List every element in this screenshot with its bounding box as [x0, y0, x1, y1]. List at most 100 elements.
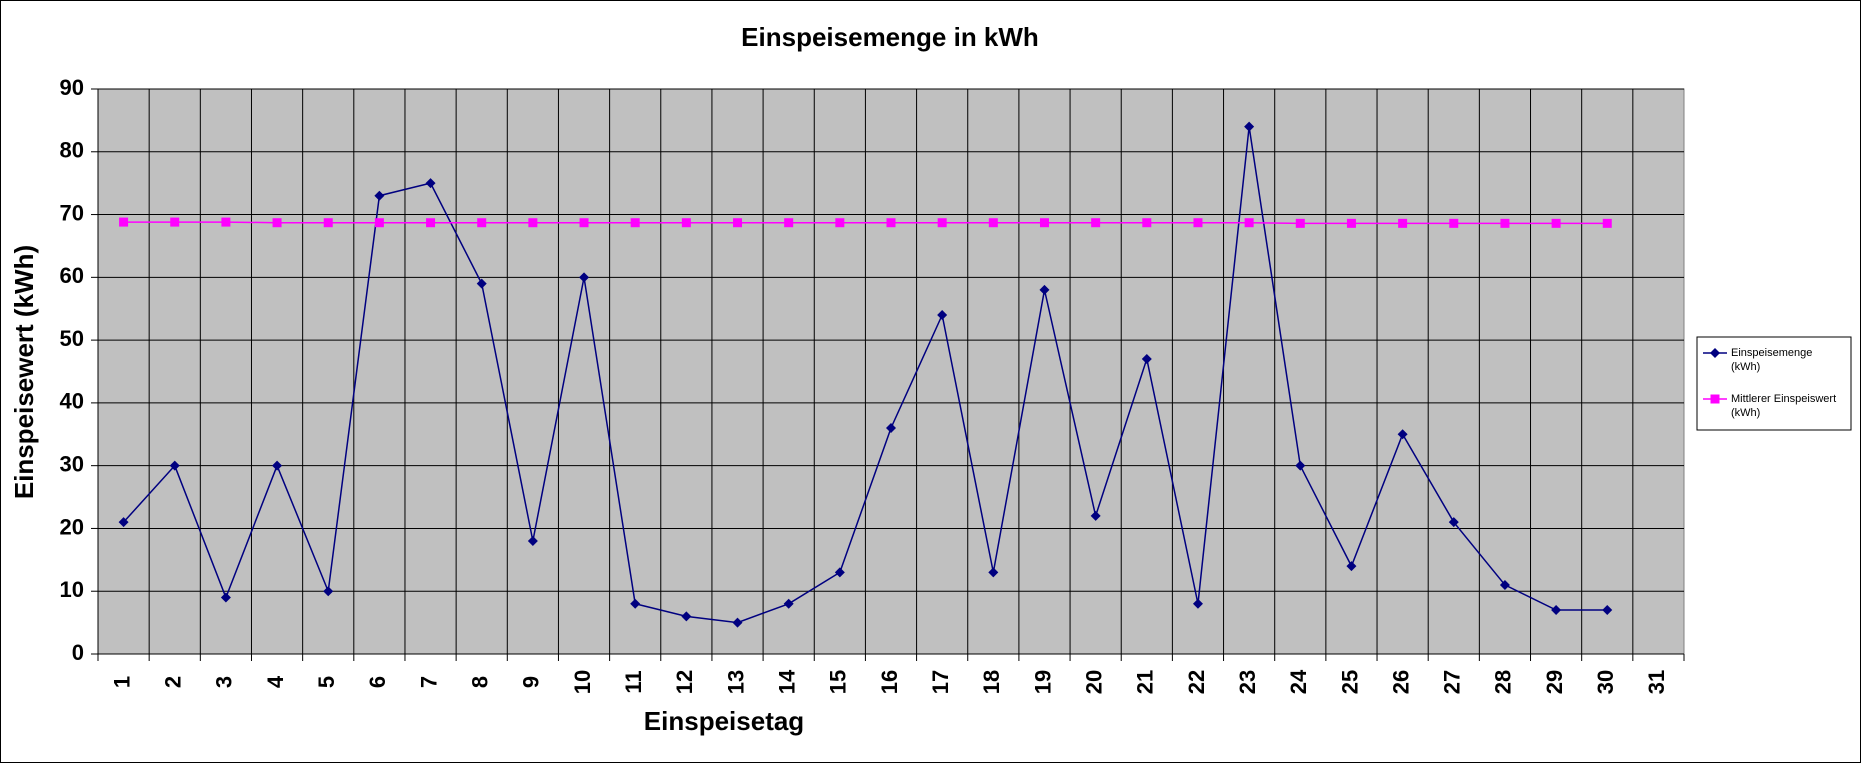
data-point — [937, 310, 948, 320]
x-tick-label: 26 — [1388, 670, 1413, 694]
x-axis-label: Einspeisetag — [644, 706, 804, 736]
x-tick-label: 6 — [365, 676, 390, 688]
data-point — [783, 598, 794, 609]
data-point — [323, 218, 333, 228]
x-tick-label: 28 — [1491, 670, 1516, 694]
x-tick-label: 16 — [877, 670, 902, 694]
data-point — [1091, 218, 1101, 228]
data-point — [169, 460, 180, 471]
data-point — [1244, 218, 1254, 228]
data-point — [784, 218, 794, 228]
y-tick-label: 0 — [72, 640, 84, 665]
data-point — [835, 218, 845, 228]
x-tick-label: 17 — [928, 670, 953, 694]
legend-label: Einspeisemenge (kWh) — [1731, 347, 1815, 373]
x-tick-label: 11 — [621, 670, 646, 693]
data-point — [1346, 218, 1356, 228]
x-tick-label: 15 — [826, 670, 851, 694]
data-point — [425, 178, 436, 189]
data-point — [1551, 605, 1562, 616]
legend-label: Mittlerer Einspeiswert (kWh) — [1731, 393, 1839, 419]
data-point — [272, 218, 282, 228]
x-tick-label: 8 — [468, 676, 493, 688]
x-tick-label: 21 — [1133, 670, 1158, 694]
plot-area — [97, 88, 1685, 655]
data-point — [1039, 218, 1049, 228]
data-point — [937, 218, 947, 228]
data-point — [221, 217, 231, 227]
x-tick-label: 12 — [672, 670, 697, 694]
data-point — [1710, 348, 1720, 358]
x-tick-label: 10 — [570, 670, 595, 694]
chart-title: Einspeisemenge in kWh — [741, 22, 1039, 52]
x-tick-label: 9 — [519, 676, 544, 688]
data-point — [579, 218, 589, 228]
data-point — [1142, 218, 1152, 228]
x-tick-label: 2 — [161, 676, 186, 688]
data-point — [272, 460, 283, 471]
x-tick-label: 3 — [212, 676, 237, 688]
x-tick-label: 4 — [263, 675, 288, 688]
data-point — [1039, 284, 1050, 295]
y-tick-label: 70 — [60, 200, 84, 225]
data-point — [733, 218, 743, 228]
x-tick-label: 30 — [1593, 670, 1618, 694]
x-tick-label: 25 — [1337, 670, 1362, 694]
y-tick-label: 40 — [60, 389, 84, 414]
data-point — [1398, 218, 1408, 228]
x-tick-label: 13 — [723, 670, 748, 694]
data-point — [1551, 218, 1561, 228]
data-point — [426, 218, 436, 228]
data-point — [118, 517, 129, 528]
data-point — [988, 218, 998, 228]
data-point — [1090, 510, 1101, 521]
data-point — [1602, 605, 1613, 616]
data-point — [681, 218, 691, 228]
data-point — [630, 218, 640, 228]
x-tick-label: 23 — [1235, 670, 1260, 694]
data-point — [732, 617, 743, 628]
data-point — [681, 611, 692, 622]
x-tick-label: 24 — [1286, 669, 1311, 694]
data-point — [374, 218, 384, 228]
data-point — [1397, 429, 1408, 440]
data-point — [1499, 579, 1510, 590]
x-tick-label: 14 — [774, 669, 799, 694]
data-point — [1244, 121, 1255, 132]
y-tick-label: 20 — [60, 514, 84, 539]
data-point — [374, 190, 385, 201]
data-point — [1500, 218, 1510, 228]
data-point — [1602, 218, 1612, 228]
x-tick-label: 1 — [109, 676, 134, 688]
data-point — [1346, 561, 1357, 572]
data-point — [579, 272, 590, 283]
data-point — [1295, 218, 1305, 228]
data-point — [1141, 353, 1152, 364]
data-point — [834, 567, 845, 578]
data-point — [1449, 218, 1459, 228]
data-point — [1193, 218, 1203, 228]
series-line — [123, 221, 1608, 225]
series-line — [123, 126, 1608, 624]
y-tick-label: 10 — [60, 577, 84, 602]
x-tick-label: 27 — [1440, 670, 1465, 694]
data-point — [477, 218, 487, 228]
data-point — [220, 592, 231, 603]
x-tick-label: 5 — [314, 676, 339, 688]
data-point — [988, 567, 999, 578]
x-tick-label: 18 — [979, 670, 1004, 694]
data-point — [886, 218, 896, 228]
data-point — [886, 423, 896, 433]
y-axis-label: Einspeisewert (kWh) — [9, 245, 39, 499]
y-tick-label: 80 — [60, 138, 84, 163]
y-tick-label: 60 — [60, 263, 84, 288]
y-tick-label: 30 — [60, 451, 84, 476]
x-tick-label: 19 — [1030, 670, 1055, 694]
data-point — [528, 218, 538, 228]
x-tick-label: 7 — [416, 676, 441, 688]
data-point — [170, 217, 180, 227]
data-point — [476, 278, 487, 289]
data-point — [1295, 460, 1306, 471]
x-tick-label: 20 — [1081, 670, 1106, 694]
